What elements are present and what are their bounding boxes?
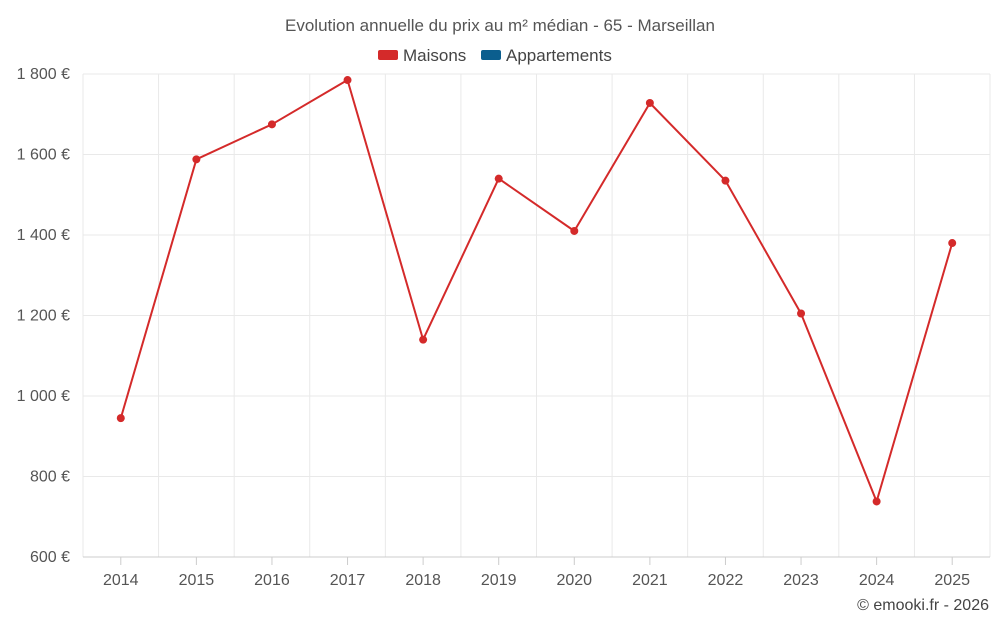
x-tick-label: 2022 [708, 572, 744, 589]
data-point-maisons[interactable]: 2021: 1728 € [645, 98, 654, 107]
grid [82, 73, 991, 557]
y-axis: 600 € 800 € 1 000 € 1 200 € 1 400 € 1 600 € 1 … [17, 66, 70, 566]
x-tick-label: 2017 [330, 572, 366, 589]
data-point-maisons[interactable]: 2016: 1675 € [267, 120, 276, 129]
y-tick-label: 1 000 € [17, 388, 70, 405]
plot-area: 2014: 945 € 2015: 1588 € 2016: 1675 € 2017:… [116, 76, 957, 506]
x-axis: 2014 2015 2016 2017 2018 2019 2020 2021 2022 2023… [83, 556, 990, 589]
legend-item-maisons[interactable]: Maisons [378, 46, 466, 65]
legend-swatch-appartements [481, 50, 501, 60]
y-tick-label: 1 600 € [17, 147, 70, 164]
x-tick-label: 2021 [632, 572, 668, 589]
legend: Maisons Appartements [378, 46, 612, 65]
series-line-maisons [119, 79, 954, 503]
legend-item-appartements[interactable]: Appartements [481, 46, 612, 65]
y-tick-label: 1 800 € [17, 66, 70, 83]
x-tick-label: 2025 [934, 572, 970, 589]
legend-swatch-maisons [378, 50, 398, 60]
x-tick-label: 2016 [254, 572, 290, 589]
y-tick-label: 1 400 € [17, 227, 70, 244]
data-point-maisons[interactable]: 2023: 1205 € [797, 309, 806, 318]
data-point-maisons[interactable]: 2024: 738 € [872, 497, 881, 506]
x-tick-label: 2024 [859, 572, 895, 589]
y-tick-label: 600 € [30, 549, 70, 566]
legend-label-maisons: Maisons [403, 46, 466, 65]
data-point-maisons[interactable]: 2014: 945 € [116, 414, 125, 423]
data-point-maisons[interactable]: 2019: 1540 € [494, 174, 503, 183]
data-point-maisons[interactable]: 2020: 1410 € [570, 226, 579, 235]
x-tick-label: 2020 [556, 572, 592, 589]
x-tick-label: 2019 [481, 572, 517, 589]
x-tick-label: 2015 [179, 572, 215, 589]
y-tick-label: 800 € [30, 469, 70, 486]
x-tick-label: 2014 [103, 572, 139, 589]
x-tick-label: 2018 [405, 572, 441, 589]
data-point-maisons[interactable]: 2015: 1588 € [192, 155, 201, 164]
chart-title: Evolution annuelle du prix au m² médian … [285, 16, 715, 35]
y-tick-label: 1 200 € [17, 308, 70, 325]
credit: © emooki.fr - 2026 [857, 597, 989, 614]
legend-label-appartements: Appartements [506, 46, 612, 65]
x-tick-label: 2023 [783, 572, 819, 589]
data-point-maisons[interactable]: 2018: 1140 € [419, 335, 428, 344]
data-point-maisons[interactable]: 2025: 1380 € [948, 239, 957, 248]
data-point-maisons[interactable]: 2022: 1535 € [721, 176, 730, 185]
data-point-maisons[interactable]: 2017: 1785 € [343, 76, 352, 85]
